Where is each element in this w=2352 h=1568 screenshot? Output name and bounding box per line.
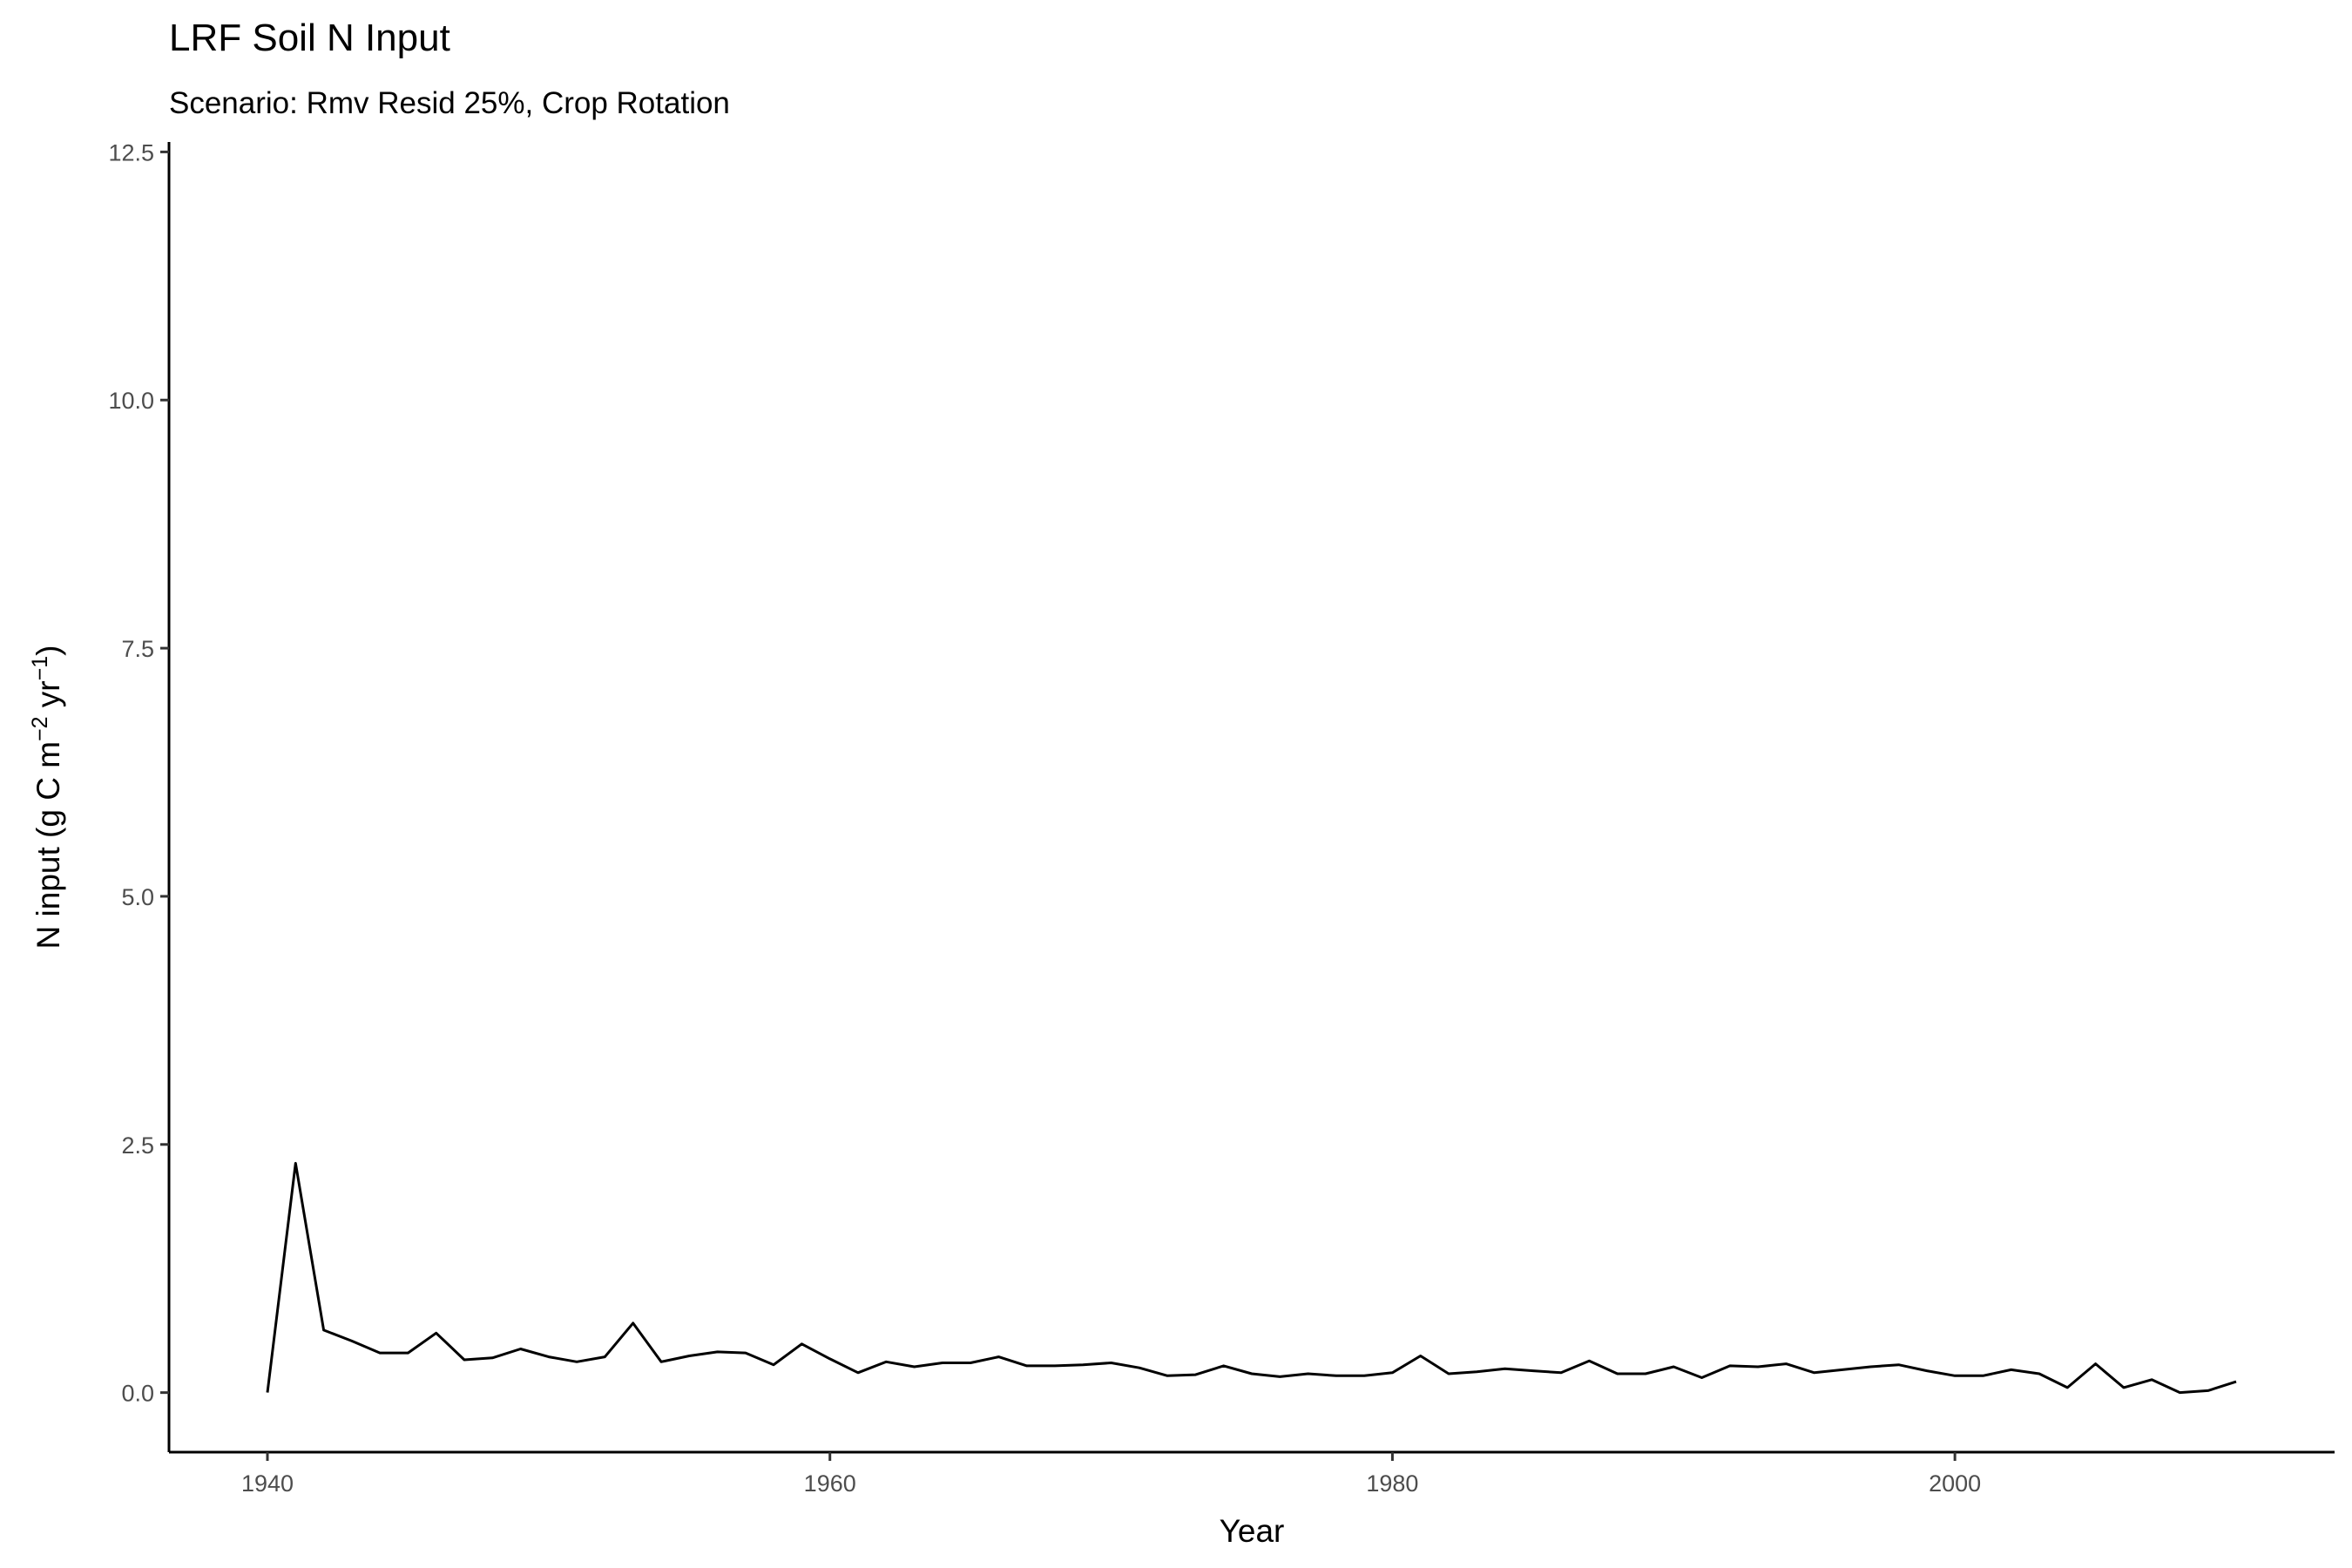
y-axis-ticks: 0.0 2.5 5.0 7.5 10.0 12.5 [108, 139, 169, 1407]
x-axis-title: Year [1220, 1513, 1285, 1549]
y-tick-label: 10.0 [108, 388, 154, 414]
x-tick-label: 1940 [241, 1470, 294, 1497]
x-tick-label: 1960 [804, 1470, 856, 1497]
y-axis-title-exp2: −1 [28, 656, 52, 681]
y-axis-title-mid: yr [30, 680, 66, 716]
x-tick-label: 2000 [1929, 1470, 1981, 1497]
series-line [266, 1161, 2237, 1395]
y-tick-label: 5.0 [121, 884, 154, 910]
y-axis-title-end: ) [30, 645, 66, 656]
y-axis-title-main: N input (g C m [30, 741, 66, 950]
x-axis-ticks: 1940 1960 1980 2000 [241, 1452, 1981, 1497]
y-tick-label: 2.5 [121, 1132, 154, 1159]
y-tick-label: 7.5 [121, 636, 154, 662]
chart-subtitle: Scenario: Rmv Resid 25%, Crop Rotation [169, 86, 730, 120]
plot-area [266, 1161, 2237, 1395]
x-tick-label: 1980 [1366, 1470, 1418, 1497]
y-tick-label: 0.0 [121, 1381, 154, 1407]
y-tick-label: 12.5 [108, 139, 154, 166]
y-axis-title: N input (g C m−2 yr−1) [28, 645, 66, 950]
y-axis-title-exp1: −2 [28, 716, 52, 741]
chart-title: LRF Soil N Input [169, 17, 450, 59]
